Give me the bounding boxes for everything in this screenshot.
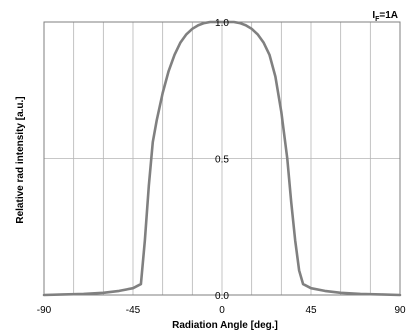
y-tick-label: 0.5 (215, 155, 229, 166)
x-tick-label: 0 (219, 305, 225, 316)
annotation-main: I (372, 10, 375, 21)
x-tick-label: -45 (126, 305, 141, 316)
grid-layer (44, 22, 400, 295)
annotation-subscript: F (375, 16, 380, 23)
x-axis-label: Radiation Angle [deg.] (172, 320, 278, 331)
y-tick-label: 0.0 (215, 291, 229, 302)
x-tick-label: 45 (305, 305, 317, 316)
forward-current-annotation: IF=1A (372, 10, 398, 23)
tick-layer: -90 -45 0 45 90 0.0 0.5 1.0 (37, 18, 406, 316)
y-tick-label: 1.0 (215, 18, 229, 29)
annotation-suffix: =1A (379, 10, 398, 21)
y-axis-label: Relative rad intensity [a.u.] (15, 96, 26, 223)
x-tick-label: -90 (37, 305, 52, 316)
series-line-intensity (42, 20, 402, 297)
x-tick-label: 90 (394, 305, 406, 316)
